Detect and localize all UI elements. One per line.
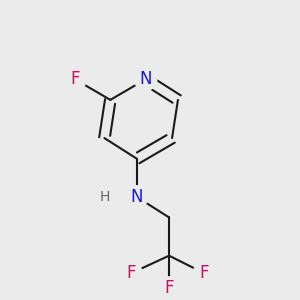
Text: H: H bbox=[100, 190, 110, 204]
Text: F: F bbox=[164, 279, 174, 297]
Circle shape bbox=[126, 186, 148, 208]
Circle shape bbox=[158, 277, 180, 299]
Circle shape bbox=[64, 68, 86, 91]
Text: N: N bbox=[130, 188, 143, 206]
Circle shape bbox=[134, 68, 157, 91]
Text: F: F bbox=[70, 70, 80, 88]
Circle shape bbox=[120, 262, 142, 284]
Text: F: F bbox=[200, 264, 209, 282]
Text: N: N bbox=[139, 70, 152, 88]
Text: F: F bbox=[126, 264, 136, 282]
Circle shape bbox=[193, 262, 216, 284]
